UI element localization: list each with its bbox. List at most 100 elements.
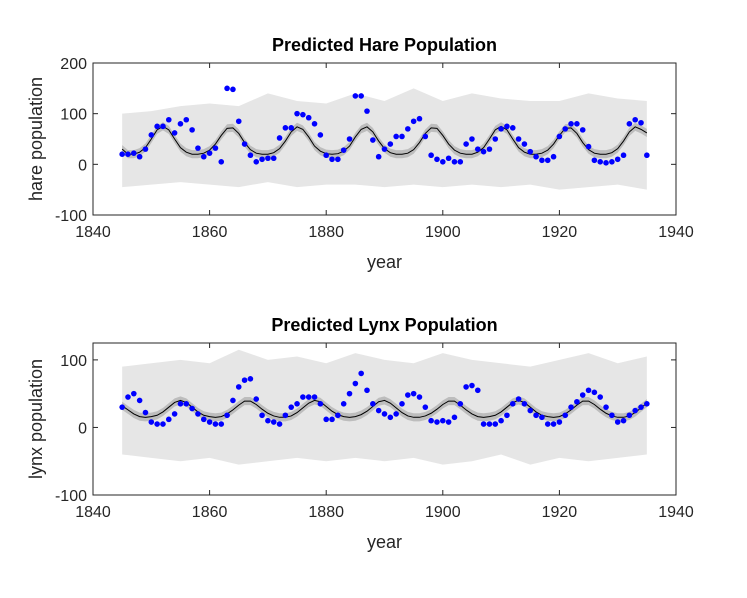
observed-point [259,156,265,163]
observed-point [189,405,195,412]
observed-point [515,396,522,402]
observed-point [265,417,271,424]
observed-point [142,146,149,152]
observed-point [288,125,295,131]
observed-point [626,121,633,127]
observed-point [638,404,644,410]
observed-point [591,157,598,164]
x-tick-label: 1880 [308,504,344,521]
observed-point [300,111,306,118]
observed-point [247,376,254,382]
observed-point [259,412,265,419]
outer-band [122,88,647,190]
observed-point [154,421,160,427]
subplot: 1840 1860 1880 1900 1920 1940 -100 0 100 Predicte… [26,315,694,552]
observed-point [609,412,615,419]
observed-point [603,404,609,410]
observed-point [410,390,417,397]
observed-point [405,392,411,398]
x-axis-label: year [367,532,402,552]
observed-point [340,401,347,407]
observed-point [212,145,219,151]
observed-point [206,150,213,156]
observed-point [533,412,539,419]
observed-point [311,394,318,400]
observed-point [125,394,131,400]
y-tick-label: 100 [60,107,87,124]
observed-point [504,123,510,130]
median-line [121,399,648,418]
y-axis-label: lynx population [26,359,46,479]
observed-point [329,416,335,423]
y-tick-label: -100 [55,488,87,505]
observed-point [119,404,125,410]
observed-point [375,153,382,160]
observed-point [195,145,201,151]
observed-point [644,401,650,407]
observed-point [241,377,248,383]
x-tick-label: 1900 [425,504,461,521]
observed-point [399,401,405,407]
observed-point [305,114,312,121]
observed-point [527,148,534,155]
y-tick-label: 100 [60,353,87,370]
observed-point [212,421,219,427]
observed-point [393,133,399,140]
axes-box [92,342,677,496]
observed-point [206,419,213,425]
observed-point [136,397,143,404]
observed-point [346,136,353,142]
observed-point [603,160,609,166]
observed-point [556,133,563,140]
observed-point [171,130,178,136]
observed-point [644,152,650,159]
y-axis-label: hare population [26,77,46,201]
observed-point [498,126,504,132]
observed-point [614,156,621,163]
observed-point [550,421,557,427]
axes-box [92,62,677,216]
observed-point [416,394,423,400]
observed-point [183,401,190,407]
observed-point [585,387,592,394]
observed-point [253,396,260,402]
observed-point [131,390,137,397]
observed-point [440,159,446,165]
observed-point [498,417,504,424]
observed-point [364,108,370,114]
observed-point [480,148,487,155]
observed-point [224,85,230,92]
observed-point [253,159,260,165]
observed-point [632,407,638,414]
observed-point [428,152,434,159]
observed-point [387,414,394,421]
observed-point [579,392,586,398]
observed-point [474,387,481,394]
observed-point [457,401,464,407]
observed-point [469,382,475,389]
observed-point [463,384,469,390]
observed-point [574,398,580,405]
observed-point [160,421,166,427]
observed-point [218,421,225,427]
observed-point [486,421,493,427]
y-tick-label: 0 [78,420,87,437]
observed-point [440,417,446,424]
observed-point [620,417,627,424]
observed-point [358,370,364,377]
observed-point [364,387,370,394]
subplot: 1840 1860 1880 1900 1920 1940 -100 0 100 200 Predi… [26,35,694,272]
observed-point [527,407,534,414]
observed-point [463,141,469,147]
observed-point [638,119,644,126]
observed-point [352,380,359,387]
observed-point [317,401,324,407]
observed-point [340,147,347,153]
outer-band [122,349,647,465]
y-tick-label: 0 [78,157,87,174]
observed-point [282,412,289,419]
observed-point [131,150,137,156]
observed-point [515,136,522,142]
observed-point [323,416,330,423]
